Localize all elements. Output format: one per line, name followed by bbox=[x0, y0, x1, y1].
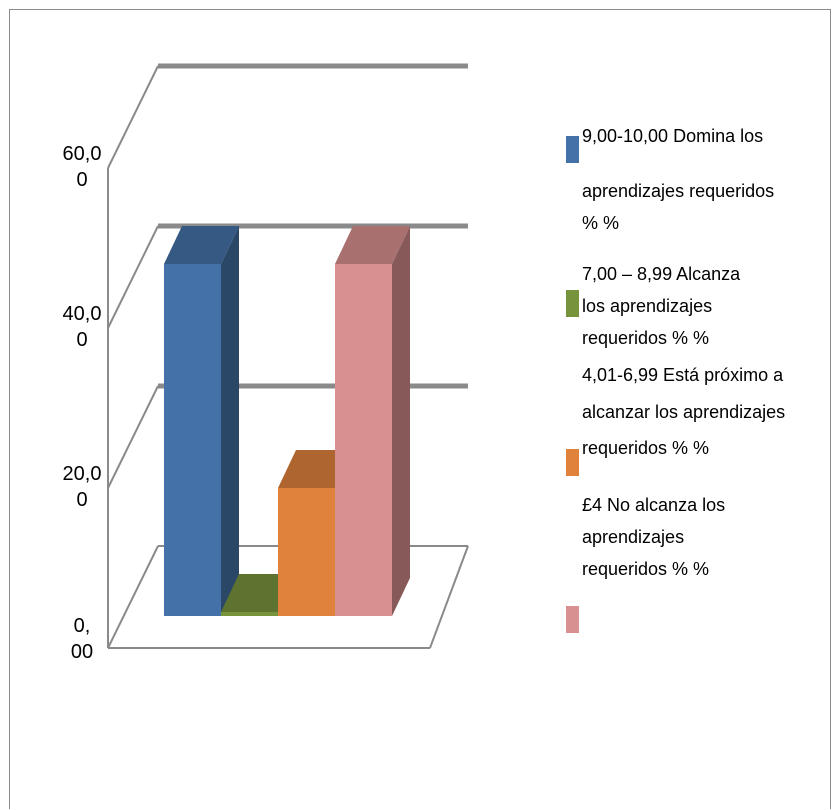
gridline-side-2 bbox=[107, 225, 159, 329]
gridline-side-1 bbox=[107, 385, 159, 489]
legend-label-3-line-0: £4 No alcanza los bbox=[582, 495, 726, 515]
legend-label-0-line-1: aprendizajes requeridos bbox=[582, 181, 775, 201]
legend-label-1-line-2: requeridos % % bbox=[582, 328, 710, 348]
legend-label-3-line-2: requeridos % % bbox=[582, 559, 710, 579]
legend-swatch-2 bbox=[566, 449, 579, 476]
bar-top-3 bbox=[335, 226, 410, 264]
y-tick-label-0: 0, 00 bbox=[71, 615, 93, 663]
bar-side-3 bbox=[392, 226, 410, 616]
legend-label-2-line-1: alcanzar los aprendizajes bbox=[582, 402, 786, 422]
bar-front-1 bbox=[221, 612, 278, 616]
y-tick-label-3: 60,0 0 bbox=[63, 143, 102, 191]
bar-top-2 bbox=[278, 450, 353, 488]
bar-front-2 bbox=[278, 488, 335, 616]
bar-front-0 bbox=[164, 264, 221, 616]
legend-label-0-line-2: % % bbox=[582, 213, 620, 233]
y-tick-label-2: 40,0 0 bbox=[63, 303, 102, 351]
bar-top-0 bbox=[164, 226, 239, 264]
floor-right-edge bbox=[429, 545, 469, 649]
legend-swatch-0 bbox=[566, 136, 579, 163]
bar-top-1 bbox=[221, 574, 296, 612]
legend-label-1-line-0: 7,00 – 8,99 Alcanza bbox=[582, 264, 741, 284]
bar-front-3 bbox=[335, 264, 392, 616]
legend-label-3-line-1: aprendizajes bbox=[582, 527, 685, 547]
legend-label-0-line-0: 9,00-10,00 Domina los bbox=[582, 126, 764, 146]
y-tick-label-1: 20,0 0 bbox=[63, 463, 102, 511]
gridline-side-3 bbox=[107, 65, 159, 169]
legend-swatch-1 bbox=[566, 290, 579, 317]
legend-label-2-line-0: 4,01-6,99 Está próximo a bbox=[582, 365, 784, 385]
legend-label-1-line-1: los aprendizajes bbox=[582, 296, 713, 316]
legend-swatch-3 bbox=[566, 606, 579, 633]
bar-side-0 bbox=[221, 226, 239, 616]
gridline-side-0 bbox=[107, 545, 159, 649]
legend-label-2-line-2: requeridos % % bbox=[582, 438, 710, 458]
